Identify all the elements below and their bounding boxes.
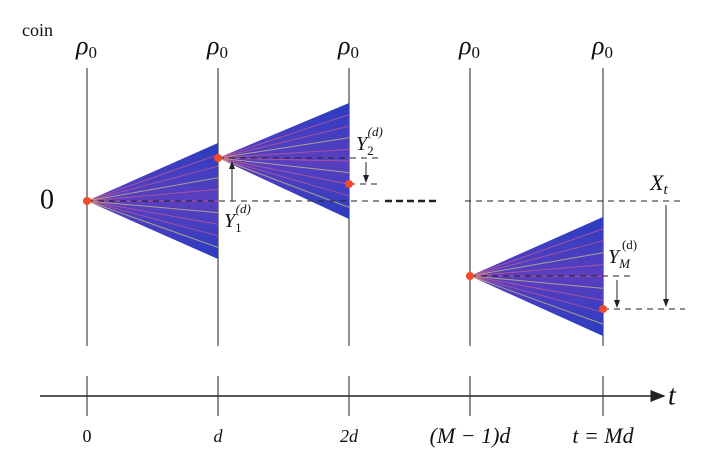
cone-part (217, 157, 350, 174)
zero-label: 0 (40, 184, 54, 215)
cone-part (86, 154, 219, 202)
rho: ρ0 (337, 31, 359, 62)
rho-labels: ρ0 ρ0 ρ0 ρ0 ρ0 (75, 31, 613, 62)
cone-part (217, 157, 350, 208)
cone-part (218, 103, 349, 219)
tick-label: t = Md (572, 423, 634, 448)
cone-part (86, 188, 219, 202)
cone-part (86, 165, 219, 202)
cones (86, 103, 604, 336)
cone-part (469, 275, 604, 289)
cone-part (469, 275, 604, 301)
y2-label: Y2(d) (356, 124, 383, 158)
cone-part (86, 177, 219, 202)
rho: ρ0 (458, 31, 480, 62)
xt-label: Xt (649, 170, 668, 198)
dashed-guides (87, 157, 685, 310)
cone-part (217, 157, 350, 162)
tick-label: (M − 1)d (430, 423, 512, 448)
arrows (229, 161, 669, 308)
axis-label: t (668, 380, 677, 411)
coin-label: coin (22, 20, 53, 40)
cone-part (217, 114, 350, 159)
cone-part (469, 264, 604, 277)
cone-part (86, 200, 219, 225)
cone-part (86, 200, 219, 248)
points (83, 154, 607, 313)
rho: ρ0 (75, 31, 97, 62)
cone-part (469, 252, 604, 277)
tick-labels: 0 d 2d (M − 1)d t = Md (83, 423, 635, 448)
cone-part (469, 275, 604, 313)
cone-part (86, 200, 219, 237)
axis-ticks (86, 376, 604, 416)
cone-part (217, 125, 350, 159)
cone-part (217, 157, 350, 185)
cone-part (217, 148, 350, 159)
cone-part (469, 275, 604, 325)
cone-part (469, 228, 604, 277)
ym-label: YM(d) (608, 237, 637, 271)
rho: ρ0 (206, 31, 228, 62)
rho: ρ0 (591, 31, 613, 62)
tick-label: 2d (340, 426, 359, 446)
cone-part (469, 240, 604, 277)
cone-part (86, 200, 219, 214)
y1-label: Y1(d) (224, 201, 251, 235)
cone-part (217, 137, 350, 159)
cone-part (217, 157, 350, 197)
tick-label: 0 (83, 426, 92, 446)
tick-label: d (214, 426, 224, 446)
